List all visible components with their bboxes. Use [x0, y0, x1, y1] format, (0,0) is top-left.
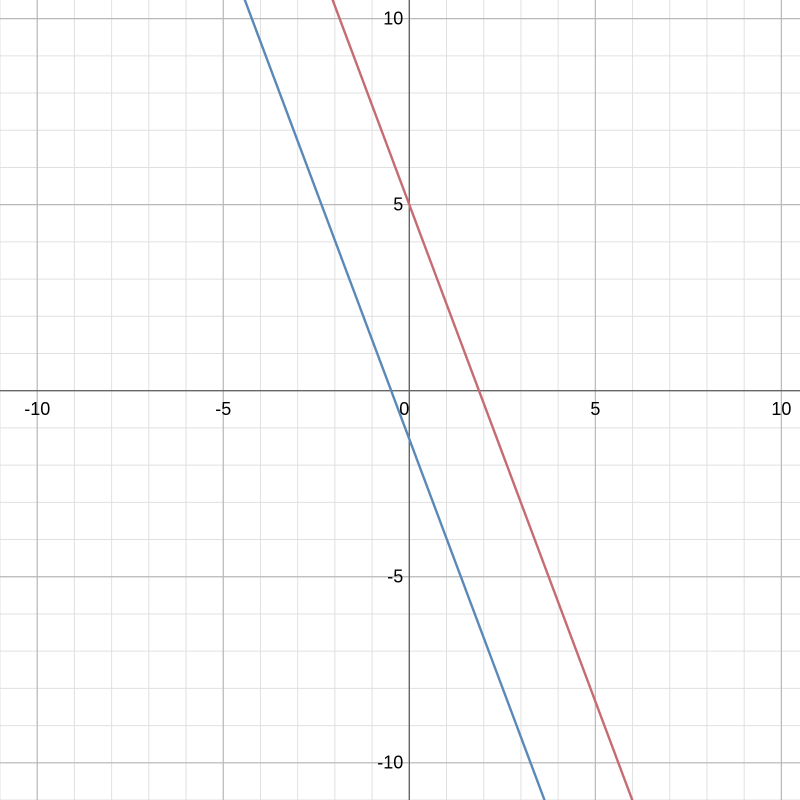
- x-tick-label: 0: [399, 399, 409, 420]
- y-tick-label: 10: [383, 8, 403, 29]
- x-tick-label: 5: [590, 399, 600, 420]
- y-tick-label: 5: [393, 194, 403, 215]
- x-tick-label: 10: [771, 399, 791, 420]
- coordinate-plane-chart: -10 -5 0 5 10 -10 -5 5 10: [0, 0, 800, 800]
- x-tick-label: -10: [24, 399, 50, 420]
- y-tick-label: -5: [387, 566, 403, 587]
- x-tick-label: -5: [215, 399, 231, 420]
- y-tick-label: -10: [377, 752, 403, 773]
